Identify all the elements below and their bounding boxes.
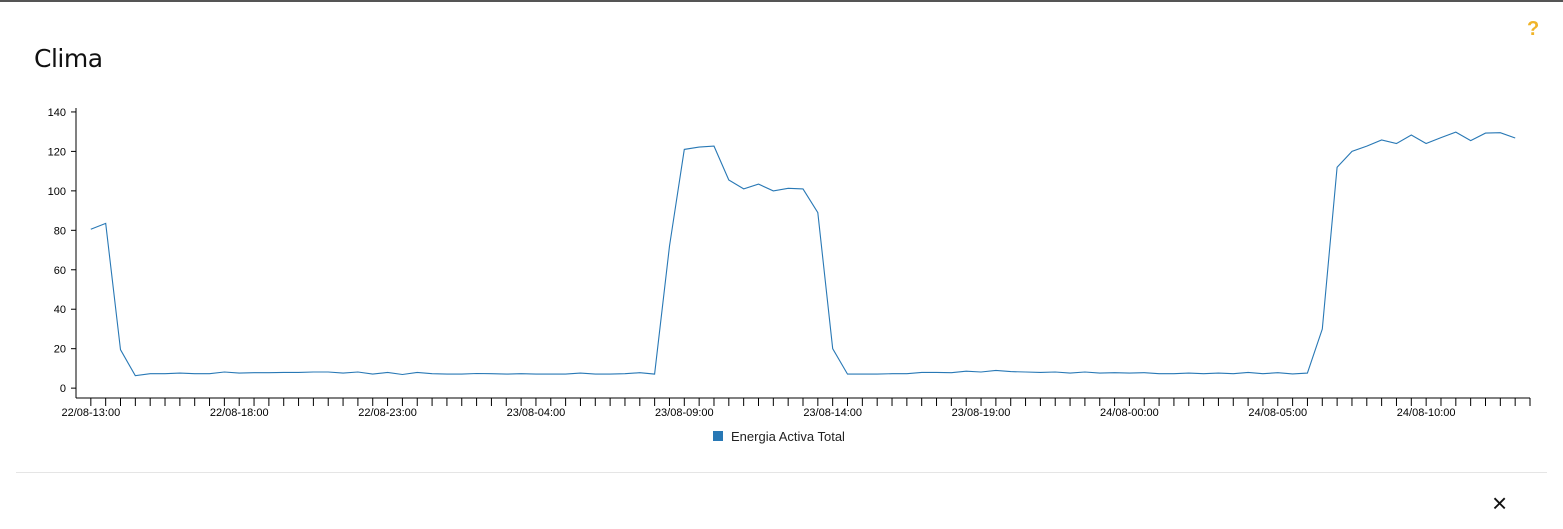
y-tick-label: 40	[54, 304, 66, 316]
x-tick-label: 22/08-23:00	[358, 407, 417, 419]
y-tick-label: 60	[54, 265, 66, 277]
y-tick: 120	[48, 146, 76, 158]
x-tick-label: 23/08-04:00	[507, 407, 566, 419]
y-tick: 80	[54, 225, 76, 237]
x-tick-label: 22/08-18:00	[210, 407, 269, 419]
divider	[16, 472, 1547, 473]
y-tick: 20	[54, 344, 76, 356]
line-chart: 0 20 40 60 80 100 120 140 22/08-13:00 22/08-18:0…	[48, 107, 1531, 444]
question-mark-icon[interactable]: ?	[1527, 18, 1540, 40]
y-tick-label: 100	[48, 186, 66, 198]
y-tick: 60	[54, 265, 76, 277]
y-tick: 40	[54, 304, 76, 316]
x-tick-label: 23/08-19:00	[952, 407, 1011, 419]
y-tick: 100	[48, 186, 76, 198]
x-tick-label: 24/08-00:00	[1100, 407, 1159, 419]
y-tick-label: 20	[54, 344, 66, 356]
y-tick-label: 120	[48, 146, 66, 158]
panel-title: Clima	[34, 44, 103, 73]
top-border	[0, 0, 1563, 2]
x-axis: 22/08-13:00 22/08-18:00 22/08-23:00 23/08-0…	[61, 397, 1531, 419]
legend-label: Energia Activa Total	[731, 429, 845, 444]
y-tick: 140	[48, 107, 76, 119]
x-tick-label: 24/08-05:00	[1248, 407, 1307, 419]
x-tick-label: 23/08-14:00	[803, 407, 862, 419]
y-tick-label: 80	[54, 225, 66, 237]
x-tick-label: 22/08-13:00	[61, 407, 120, 419]
y-tick-label: 140	[48, 107, 66, 119]
y-tick-label: 0	[60, 383, 66, 395]
y-axis: 0 20 40 60 80 100 120 140	[48, 107, 77, 398]
series-line-energia-activa-total	[90, 131, 1516, 377]
x-tick-label: 23/08-09:00	[655, 407, 714, 419]
y-tick: 0	[60, 383, 76, 395]
legend[interactable]: Energia Activa Total	[713, 429, 845, 444]
x-tick-label: 24/08-10:00	[1397, 407, 1456, 419]
close-icon[interactable]: ×	[1492, 488, 1508, 518]
legend-swatch	[713, 431, 723, 441]
